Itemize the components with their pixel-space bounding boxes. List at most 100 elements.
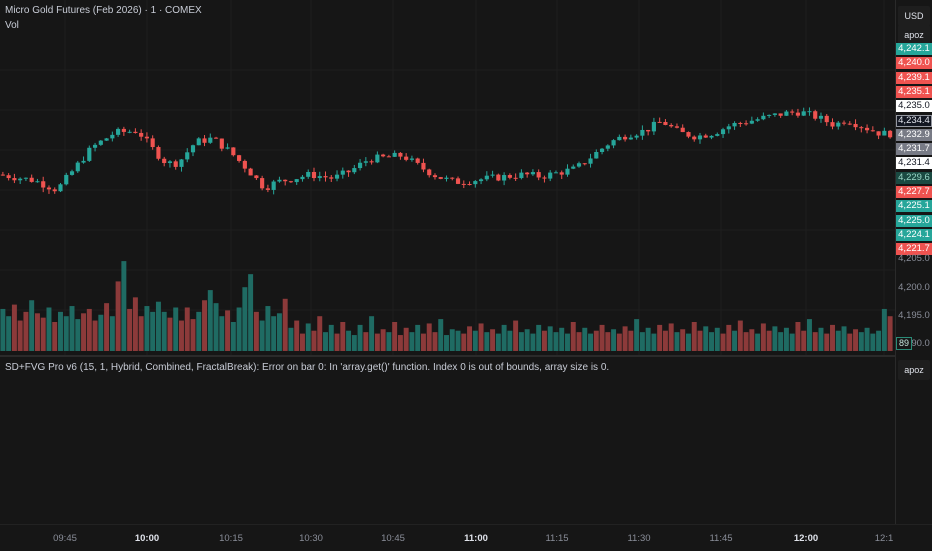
- candle-body: [0, 174, 5, 176]
- indicator-pane[interactable]: SD+FVG Pro v6 (15, 1, Hybrid, Combined, …: [0, 357, 895, 524]
- time-tick-label: 12:1: [874, 533, 894, 544]
- candle-body: [455, 178, 461, 184]
- candle-body: [813, 111, 818, 119]
- lower-pane-scale-button[interactable]: apoz: [898, 360, 930, 380]
- candle: [795, 108, 801, 118]
- candle: [41, 176, 46, 193]
- volume-bar: [271, 316, 277, 351]
- candle: [35, 178, 40, 183]
- candle: [859, 126, 864, 133]
- candle: [12, 173, 17, 184]
- volume-bar: [732, 330, 738, 351]
- candle: [634, 134, 639, 140]
- candle-body: [772, 113, 777, 115]
- chart-title: Micro Gold Futures (Feb 2026) · 1 · COME…: [5, 5, 202, 16]
- volume-bar: [674, 332, 680, 351]
- candle: [772, 113, 777, 117]
- candle-body: [542, 177, 547, 179]
- candle: [392, 150, 397, 158]
- candle-body: [35, 181, 40, 183]
- candle: [92, 142, 98, 152]
- candle: [818, 112, 824, 123]
- candle: [404, 153, 409, 162]
- candle: [46, 185, 52, 194]
- candle: [536, 169, 541, 181]
- volume-bar: [536, 324, 542, 351]
- candle: [306, 169, 311, 179]
- volume-bar: [40, 317, 46, 351]
- candle: [167, 160, 173, 168]
- volume-bar: [46, 307, 52, 351]
- candle: [778, 113, 783, 118]
- currency-button[interactable]: USD: [898, 6, 930, 26]
- volume-bar: [328, 324, 334, 351]
- volume-bar: [432, 332, 438, 351]
- volume-bar: [426, 323, 432, 351]
- candle: [455, 176, 461, 185]
- volume-bar: [634, 319, 640, 351]
- volume-bar: [357, 324, 363, 351]
- candle: [824, 114, 829, 126]
- volume-bar: [184, 307, 190, 351]
- candle: [830, 118, 835, 130]
- volume-bar: [495, 333, 501, 351]
- candle-body: [876, 131, 881, 136]
- candle: [421, 158, 426, 173]
- time-tick-label: 11:00: [464, 533, 488, 544]
- volume-bar: [541, 330, 547, 351]
- volume-bar: [853, 329, 859, 351]
- candle-body: [69, 171, 75, 175]
- candle-body: [847, 123, 852, 125]
- price-axis[interactable]: USD apoz 4,242.1 4,240.0 4,239.1 4,235.1 4,2…: [895, 0, 932, 524]
- candle-body: [732, 122, 737, 127]
- candle-body: [213, 137, 219, 139]
- candle: [409, 155, 415, 162]
- candle-body: [559, 172, 564, 175]
- candle-body: [640, 129, 645, 136]
- candle: [599, 147, 605, 155]
- scale-mode-button[interactable]: apoz: [898, 25, 930, 45]
- volume-bar: [11, 304, 17, 351]
- candle-body: [484, 175, 489, 180]
- candle-body: [352, 168, 357, 173]
- price-pane[interactable]: Micro Gold Futures (Feb 2026) · 1 · COME…: [0, 0, 895, 355]
- candle-body: [795, 112, 801, 116]
- candle-body: [162, 158, 167, 164]
- candle-body: [427, 169, 432, 176]
- candle-body: [329, 177, 334, 179]
- volume-bar: [835, 330, 841, 351]
- candle-body: [761, 115, 766, 120]
- price-tag: 4,225.1: [896, 200, 932, 213]
- candle-body: [634, 135, 639, 138]
- volume-bar: [98, 314, 104, 351]
- candle-body: [208, 137, 213, 143]
- candle: [58, 182, 63, 193]
- candle-body: [58, 184, 63, 192]
- volume-indicator-label[interactable]: Vol: [5, 20, 19, 31]
- candle: [467, 181, 472, 186]
- volume-bar: [565, 333, 570, 351]
- candle: [231, 147, 236, 157]
- candle-body: [265, 188, 270, 190]
- candle: [340, 167, 345, 179]
- volume-bar: [369, 316, 375, 351]
- candle: [674, 123, 680, 129]
- volume-bar: [518, 332, 524, 351]
- candle: [542, 175, 547, 183]
- volume-bar: [720, 333, 726, 351]
- volume-bar: [242, 287, 248, 351]
- candle-body: [818, 115, 824, 119]
- volume-bar: [657, 324, 663, 351]
- candle-body: [196, 138, 201, 146]
- candle-body: [156, 147, 161, 159]
- time-axis[interactable]: 09:45 10:00 10:15 10:30 10:45 11:00 11:15 11:30…: [0, 524, 932, 551]
- candlestick-chart[interactable]: [0, 0, 895, 355]
- candle: [190, 144, 196, 157]
- candle-body: [444, 177, 449, 179]
- candle: [277, 176, 282, 183]
- candle-body: [12, 178, 17, 181]
- candle: [162, 156, 167, 167]
- pane-divider[interactable]: [0, 355, 932, 357]
- volume-bar: [749, 329, 755, 351]
- volume-bar: [294, 320, 300, 351]
